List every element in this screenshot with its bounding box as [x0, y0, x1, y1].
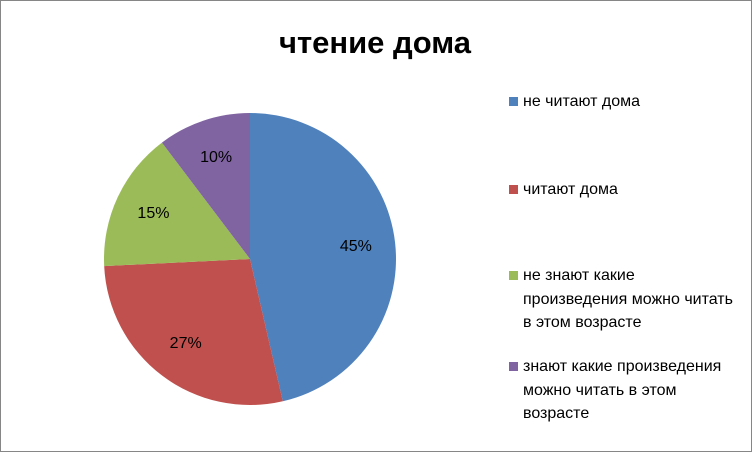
legend-item: читают дома [509, 178, 739, 202]
pie-slice [104, 142, 250, 267]
data-label: 15% [137, 205, 169, 222]
chart-title: чтение дома [279, 25, 472, 60]
legend-swatch [509, 185, 518, 194]
legend-swatch [509, 362, 518, 371]
legend-label: не знают какие произведения можно читать… [523, 267, 733, 331]
legend-swatch [509, 97, 518, 106]
pie-slice [161, 113, 250, 259]
legend-item: знают какие произведения можно читать в … [509, 355, 739, 426]
data-label: 45% [340, 238, 372, 255]
data-label: 27% [170, 335, 202, 352]
data-label: 10% [200, 149, 232, 166]
legend-item: не знают какие произведения можно читать… [509, 264, 739, 335]
legend-label: не читают дома [523, 93, 641, 110]
legend-label: читают дома [523, 181, 618, 198]
pie-slice [104, 259, 283, 406]
legend-item: не читают дома [509, 90, 739, 114]
legend-label: знают какие произведения можно читать в … [523, 358, 722, 422]
pie-slice [250, 113, 396, 402]
legend-swatch [509, 271, 518, 280]
